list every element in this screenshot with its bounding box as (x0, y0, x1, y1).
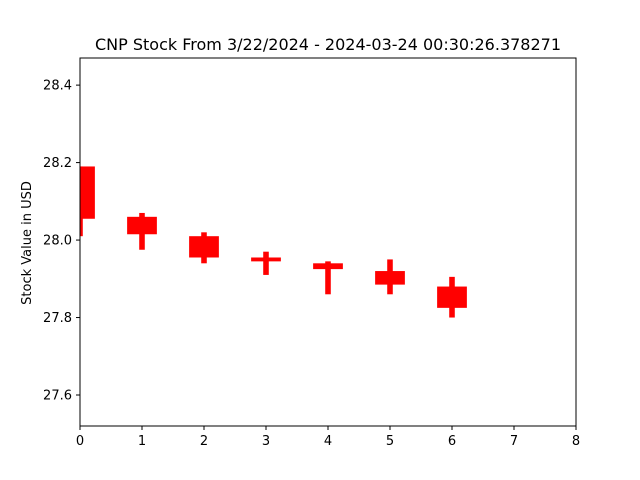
x-tick-label-3: 3 (262, 434, 270, 449)
y-tick-label-4: 28.4 (43, 79, 72, 94)
y-axis-label: Stock Value in USD (20, 181, 35, 305)
candle-body-3 (251, 257, 281, 262)
x-tick-label-4: 4 (324, 434, 332, 449)
candle-body-0 (80, 166, 95, 219)
candles-group (80, 166, 467, 318)
candle-body-5 (375, 271, 405, 285)
candle-body-2 (189, 236, 219, 258)
plot-area: 0 1 2 3 4 5 6 7 8 27.6 27.8 28.0 28.2 28.4 (43, 57, 580, 449)
candle-body-4 (313, 263, 343, 270)
candle-wick-4 (325, 261, 331, 295)
y-tick-label-1: 27.8 (43, 311, 72, 326)
candle-wick-3 (263, 251, 269, 275)
y-tick-label-3: 28.2 (43, 156, 72, 171)
y-tick-label-2: 28.0 (43, 234, 72, 249)
x-tick-label-1: 1 (138, 434, 146, 449)
x-tick-label-6: 6 (448, 434, 456, 449)
candle-body-6 (437, 286, 467, 308)
x-tick-label-8: 8 (572, 434, 580, 449)
candle-body-1 (127, 216, 157, 235)
x-tick-label-0: 0 (76, 434, 84, 449)
chart-title: CNP Stock From 3/22/2024 - 2024-03-24 00… (95, 35, 561, 54)
x-tick-label-2: 2 (200, 434, 208, 449)
y-tick-label-0: 27.6 (43, 389, 72, 404)
x-tick-label-7: 7 (510, 434, 518, 449)
plot-frame (79, 57, 577, 427)
x-tick-label-5: 5 (386, 434, 394, 449)
